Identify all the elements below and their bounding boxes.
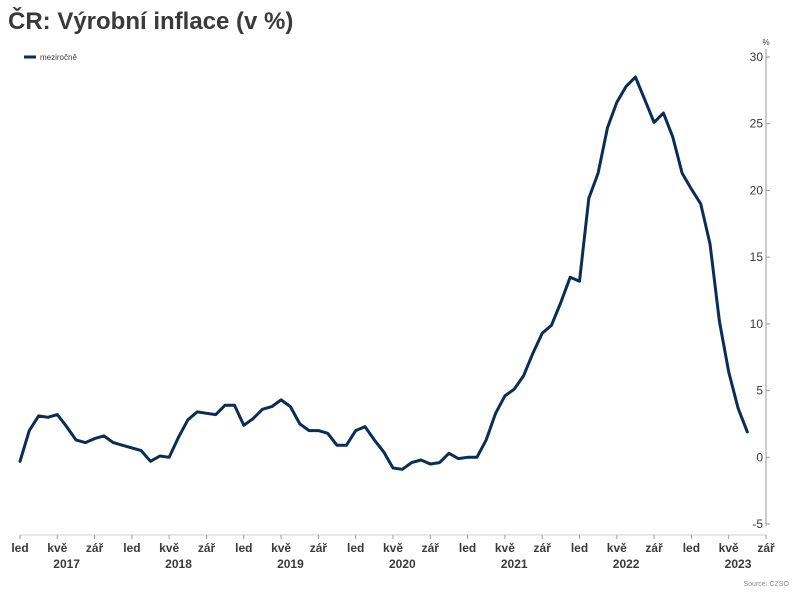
- x-year-label: 2019: [277, 557, 304, 571]
- x-tick-label: kvě: [495, 541, 515, 555]
- x-tick-label: led: [571, 541, 588, 555]
- x-tick-label: led: [235, 541, 252, 555]
- series-lines: [18, 75, 749, 471]
- y-tick-label: 20: [750, 183, 764, 197]
- x-tick-label: kvě: [47, 541, 67, 555]
- axes: -5 0 5 10 15 20 25 30% led kvě zář 2017 led kvě zář 201…: [11, 38, 775, 571]
- y-tick-label: -5: [752, 517, 763, 531]
- legend: meziročně: [24, 53, 77, 62]
- x-tick-label: zář: [198, 541, 216, 555]
- y-tick-label: 30: [750, 50, 764, 64]
- x-tick-label: kvě: [719, 541, 739, 555]
- y-tick-label: 10: [750, 317, 764, 331]
- series-line: [18, 75, 749, 471]
- y-tick-label: 15: [750, 250, 764, 264]
- y-tick-label: 25: [750, 117, 764, 131]
- x-tick-label: led: [347, 541, 364, 555]
- x-tick-label: kvě: [159, 541, 179, 555]
- x-tick-label: led: [459, 541, 476, 555]
- x-tick-label: kvě: [271, 541, 291, 555]
- x-year-label: 2023: [725, 557, 752, 571]
- x-tick-label: led: [683, 541, 700, 555]
- x-year-label: 2020: [389, 557, 416, 571]
- x-tick-label: kvě: [607, 541, 627, 555]
- x-year-label: 2017: [53, 557, 80, 571]
- x-year-label: 2022: [613, 557, 640, 571]
- y-tick-label: 0: [756, 450, 763, 464]
- x-tick-label: zář: [422, 541, 440, 555]
- x-tick-label: zář: [310, 541, 328, 555]
- x-tick-label: zář: [757, 541, 775, 555]
- x-tick-label: zář: [534, 541, 552, 555]
- x-tick-label: led: [123, 541, 140, 555]
- x-tick-label: kvě: [383, 541, 403, 555]
- x-year-label: 2021: [501, 557, 528, 571]
- legend-label: meziročně: [40, 53, 77, 62]
- x-tick-label: zář: [86, 541, 104, 555]
- y-unit-label: %: [762, 38, 769, 47]
- x-tick-label: zář: [645, 541, 663, 555]
- source-label: Source: CZSO: [743, 581, 789, 588]
- x-tick-label: led: [11, 541, 28, 555]
- y-tick-label: 5: [756, 384, 763, 398]
- chart-title: ČR: Výrobní inflace (v %): [8, 8, 294, 35]
- x-year-label: 2018: [165, 557, 192, 571]
